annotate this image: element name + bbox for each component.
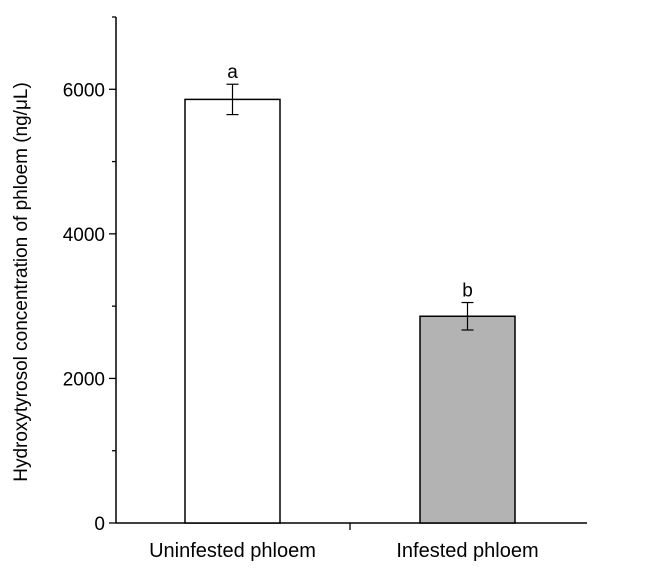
- y-tick-label: 2000: [63, 369, 105, 390]
- category-label: Infested phloem: [396, 540, 538, 562]
- y-axis: 0 2000 4000 6000: [63, 16, 117, 535]
- x-axis: [116, 522, 587, 530]
- significance-letter: a: [227, 62, 238, 83]
- bars: ab: [184, 62, 516, 524]
- y-axis-title: Hydroxytyrosol concentration of phloem (…: [11, 82, 32, 482]
- significance-letter: b: [462, 281, 473, 302]
- y-tick-label: 0: [94, 514, 105, 535]
- y-ticks: 0 2000 4000 6000: [63, 16, 116, 535]
- category-label: Uninfested phloem: [149, 540, 316, 562]
- category-labels: Uninfested phloem Infested phloem: [149, 540, 539, 562]
- y-tick-label: 4000: [63, 225, 105, 246]
- bar: [419, 315, 516, 524]
- bar: [184, 98, 281, 524]
- y-tick-label: 6000: [63, 80, 105, 101]
